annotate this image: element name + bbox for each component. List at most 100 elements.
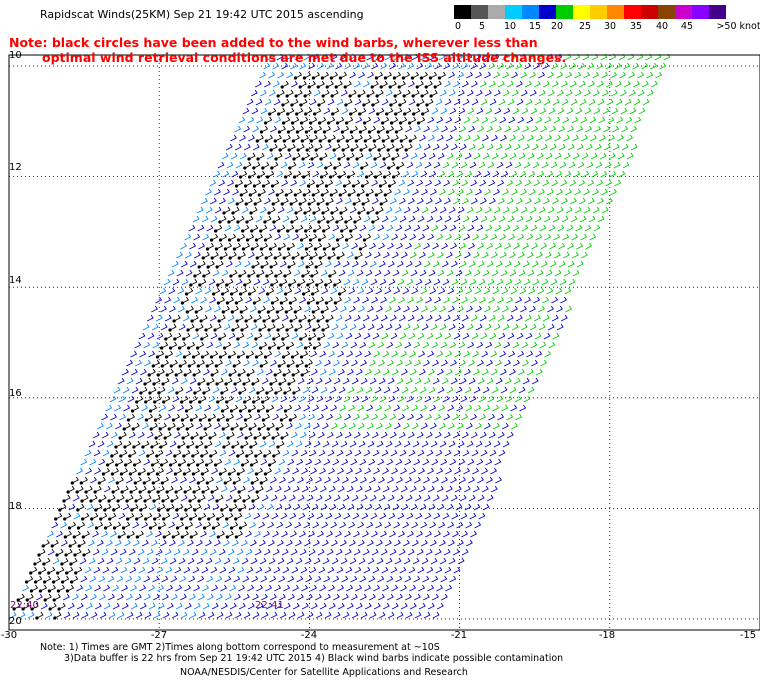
- wind-barb: [543, 215, 551, 223]
- wind-barb: [443, 413, 451, 421]
- wind-barb: [391, 251, 399, 259]
- wind-barb: [381, 134, 390, 143]
- wind-barb: [396, 377, 404, 385]
- wind-barb: [479, 197, 487, 205]
- wind-barb: [506, 62, 514, 70]
- wind-barb: [493, 440, 501, 448]
- wind-barb: [98, 593, 106, 601]
- wind-barb: [344, 62, 352, 70]
- wind-barb: [477, 143, 485, 151]
- legend-color-bar: [454, 5, 726, 19]
- wind-barb: [399, 215, 407, 223]
- wind-barb: [592, 89, 600, 97]
- wind-barb: [624, 98, 632, 106]
- wind-barb: [319, 602, 327, 610]
- wind-barb: [60, 521, 68, 529]
- wind-barb: [501, 422, 509, 430]
- wind-barb: [371, 314, 379, 322]
- wind-barb: [186, 539, 194, 547]
- wind-barb: [453, 449, 461, 457]
- wind-barb: [583, 206, 591, 214]
- wind-barb: [380, 548, 388, 556]
- wind-barb: [110, 449, 119, 458]
- wind-barb: [257, 422, 266, 431]
- wind-barb: [445, 485, 453, 493]
- wind-barb: [288, 278, 297, 287]
- wind-barb: [274, 152, 283, 161]
- wind-barb: [375, 206, 384, 215]
- wind-barb: [382, 152, 391, 161]
- wind-barb: [482, 386, 490, 394]
- wind-barb: [161, 377, 170, 386]
- wind-barb: [232, 359, 241, 368]
- wind-barb: [270, 296, 280, 305]
- wind-barb: [175, 602, 183, 610]
- wind-barb: [320, 386, 328, 394]
- wind-barb: [396, 494, 404, 502]
- wind-barb: [379, 197, 388, 206]
- wind-barb: [112, 584, 120, 592]
- wind-barb: [256, 584, 264, 592]
- wind-barb: [80, 593, 88, 601]
- wind-barb: [290, 98, 299, 107]
- wind-barb: [162, 611, 170, 619]
- wind-barb: [252, 161, 261, 170]
- wind-barb: [313, 557, 321, 565]
- wind-barb: [180, 611, 188, 619]
- wind-barb: [503, 341, 511, 349]
- wind-barb: [147, 566, 155, 574]
- wind-barb: [173, 296, 181, 304]
- wind-barb: [370, 80, 379, 89]
- wind-barb: [515, 179, 523, 187]
- wind-barb: [507, 332, 515, 340]
- wind-barb: [408, 215, 416, 223]
- wind-barb: [479, 296, 487, 304]
- wind-barb: [571, 251, 579, 259]
- wind-barb: [198, 242, 206, 250]
- wind-barb: [497, 431, 505, 439]
- wind-barb: [471, 449, 479, 457]
- wind-barb: [366, 89, 375, 98]
- wind-barb: [394, 188, 401, 196]
- wind-barb: [286, 359, 295, 368]
- legend-label: 20: [550, 21, 564, 32]
- wind-barb: [294, 422, 302, 430]
- wind-barb: [228, 566, 236, 574]
- wind-barb: [96, 539, 104, 547]
- wind-barb: [489, 98, 497, 106]
- wind-barb: [320, 170, 329, 179]
- lat-label-12: 12: [9, 162, 22, 173]
- wind-barb: [610, 89, 618, 97]
- wind-barb: [457, 557, 465, 565]
- wind-barb: [401, 503, 409, 511]
- wind-barb: [261, 611, 269, 619]
- wind-barb: [331, 305, 338, 313]
- wind-barb: [580, 233, 588, 241]
- wind-barb: [403, 323, 411, 331]
- wind-barb: [450, 242, 458, 250]
- wind-barb: [404, 143, 413, 152]
- wind-barb: [510, 404, 518, 412]
- wind-barb: [200, 548, 208, 556]
- wind-barb: [290, 530, 297, 538]
- wind-barb: [263, 62, 271, 70]
- wind-barb: [405, 476, 412, 484]
- wind-barb: [245, 530, 252, 538]
- wind-barb: [602, 107, 610, 115]
- wind-barb: [106, 557, 114, 565]
- wind-barb: [528, 170, 536, 178]
- wind-barb: [166, 584, 174, 592]
- wind-barb: [471, 98, 479, 106]
- wind-barb: [362, 98, 371, 107]
- wind-barb: [106, 440, 114, 448]
- wind-barb: [511, 71, 519, 79]
- wind-barb: [231, 539, 239, 547]
- wind-barb: [202, 386, 211, 395]
- wind-barb: [307, 512, 315, 520]
- wind-barb: [250, 323, 258, 331]
- wind-barb: [197, 260, 206, 269]
- wind-barb: [448, 323, 456, 331]
- wind-barb: [397, 278, 405, 286]
- legend-swatch: [624, 5, 641, 19]
- wind-barb: [185, 386, 193, 394]
